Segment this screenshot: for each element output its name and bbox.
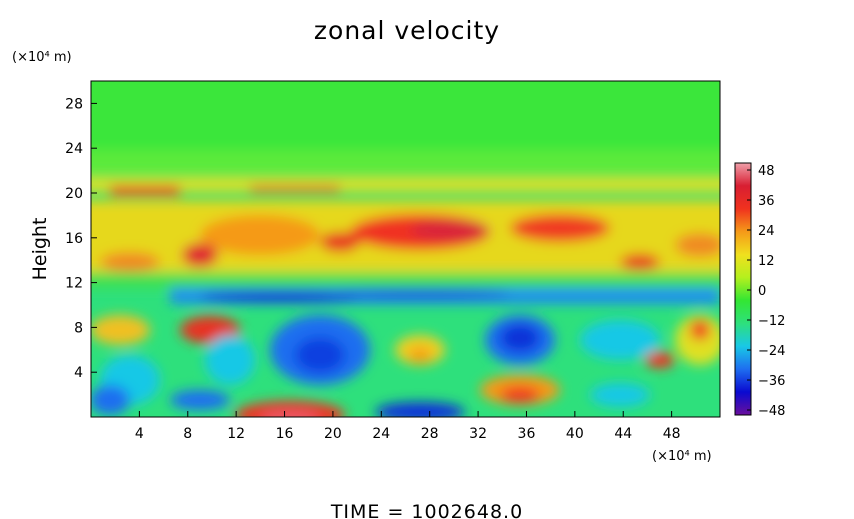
y-tick-label: 16	[65, 231, 83, 247]
chart-title: zonal velocity	[314, 16, 500, 45]
y-axis: 4 8 12 16 20 24 28	[65, 96, 97, 381]
y-tick-label: 24	[65, 141, 83, 157]
colorbar-tick-label: 24	[758, 224, 775, 239]
y-tick-label: 8	[74, 320, 83, 336]
x-axis: 4 8 12 16 20 24 28 32 36 40 44 48	[135, 411, 681, 442]
x-tick-label: 8	[183, 426, 192, 442]
y-tick-label: 12	[65, 276, 83, 292]
y-unit-label: (×10⁴ m)	[12, 50, 72, 65]
x-tick-label: 4	[135, 426, 144, 442]
heatmap-blobs	[91, 81, 720, 417]
colorbar-tick-label: 0	[758, 284, 766, 299]
colorbar-tick-label: 36	[758, 194, 775, 209]
colorbar-tick-label: −48	[758, 404, 785, 419]
heatmap-field	[91, 81, 720, 417]
x-tick-label: 48	[663, 426, 681, 442]
x-tick-label: 24	[372, 426, 390, 442]
x-tick-label: 36	[518, 426, 536, 442]
y-tick-label: 4	[74, 365, 83, 381]
plot-frame	[90, 80, 721, 418]
colorbar-tick-label: 12	[758, 254, 775, 269]
colorbar-tick-label: −36	[758, 374, 785, 389]
y-tick-label: 20	[65, 186, 83, 202]
colorbar-tick-label: −12	[758, 314, 785, 329]
colorbar-tick-label: −24	[758, 344, 785, 359]
x-tick-label: 16	[276, 426, 294, 442]
y-tick-label: 28	[65, 96, 83, 112]
x-tick-label: 12	[227, 426, 245, 442]
x-tick-label: 32	[469, 426, 487, 442]
x-unit-label: (×10⁴ m)	[652, 449, 712, 464]
x-tick-label: 20	[324, 426, 342, 442]
y-axis-label: Height	[29, 218, 51, 281]
colorbar-tick-label: 48	[758, 164, 775, 179]
x-tick-label: 44	[614, 426, 632, 442]
x-tick-label: 28	[421, 426, 439, 442]
x-tick-label: 40	[566, 426, 584, 442]
colorbar-gradient	[734, 162, 752, 416]
colorbar: 48 36 24 12 0 −12 −24 −36 −48	[734, 162, 785, 419]
time-footer: TIME = 1002648.0	[330, 501, 523, 519]
